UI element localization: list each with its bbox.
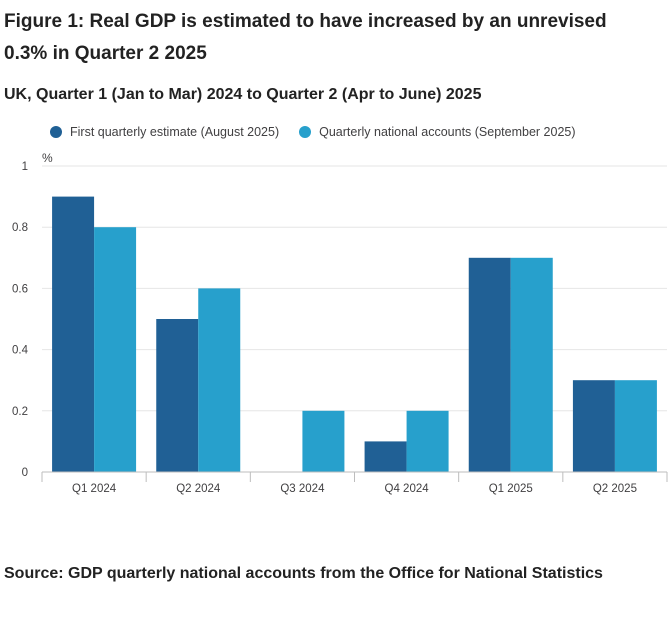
x-tick-label: Q2 2025 [593, 483, 637, 495]
bar-national-accounts-q2-2025[interactable] [614, 380, 657, 472]
bar-national-accounts-q3-2024[interactable] [302, 410, 345, 472]
y-tick-label: 0.8 [12, 222, 28, 234]
bar-first-estimate-q2-2025[interactable] [572, 380, 615, 472]
legend-swatch-national-accounts [299, 126, 312, 138]
chart-subtitle: UK, Quarter 1 (Jan to Mar) 2024 to Quart… [4, 86, 482, 103]
bars [52, 196, 657, 472]
bar-national-accounts-q2-2024[interactable] [198, 288, 241, 472]
bar-first-estimate-q2-2024[interactable] [156, 319, 199, 472]
bar-national-accounts-q1-2025[interactable] [510, 257, 553, 472]
x-tick-label: Q1 2025 [489, 483, 533, 495]
x-tick-label: Q1 2024 [72, 483, 117, 495]
chart-title: Figure 1: Real GDP is estimated to have … [4, 11, 607, 64]
gridlines [42, 165, 667, 412]
x-tick-label: Q4 2024 [385, 483, 430, 495]
legend-label-first-estimate: First quarterly estimate (August 2025) [70, 125, 280, 139]
source-note: Source: GDP quarterly national accounts … [4, 565, 603, 582]
y-tick-label: 0 [22, 467, 28, 479]
y-tick-label: 0.6 [12, 283, 28, 295]
bar-chart: 0 0.2 0.4 0.6 0.8 1 Q1 2024 Q2 2024 Q3 2024 Q4 20… [12, 151, 668, 495]
bar-first-estimate-q4-2024[interactable] [364, 441, 407, 472]
bar-national-accounts-q1-2024[interactable] [94, 227, 137, 472]
bar-first-estimate-q1-2024[interactable] [52, 196, 95, 472]
bar-first-estimate-q1-2025[interactable] [468, 257, 511, 472]
legend-label-national-accounts: Quarterly national accounts (September 2… [319, 125, 576, 139]
legend-item-national-accounts[interactable]: Quarterly national accounts (September 2… [299, 125, 576, 139]
y-tick-label: 0.2 [12, 406, 28, 418]
bar-national-accounts-q4-2024[interactable] [406, 410, 449, 472]
legend-item-first-estimate[interactable]: First quarterly estimate (August 2025) [50, 125, 279, 139]
x-tick-label: Q2 2024 [176, 483, 221, 495]
axes: 0 0.2 0.4 0.6 0.8 1 Q1 2024 Q2 2024 Q3 2024 Q4 20… [12, 161, 668, 495]
legend-swatch-first-estimate [50, 126, 62, 138]
chart-legend: First quarterly estimate (August 2025) Q… [50, 122, 596, 142]
y-axis-unit-label: % [42, 151, 53, 165]
y-tick-label: 1 [22, 161, 28, 173]
x-tick-label: Q3 2024 [280, 483, 325, 495]
y-tick-label: 0.4 [12, 345, 29, 357]
